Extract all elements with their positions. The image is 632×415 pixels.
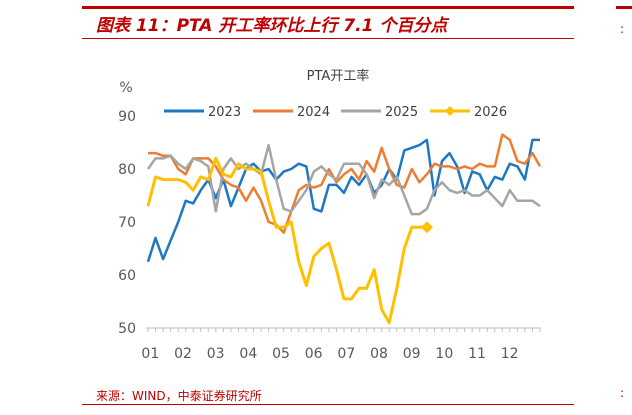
legend-marker-2026 xyxy=(445,106,455,116)
bottom-rule xyxy=(82,404,574,405)
x-axis-tickmarks xyxy=(147,328,541,332)
legend-label-2026: 2026 xyxy=(474,105,507,120)
neighbor-edge-mark-bottom: : xyxy=(620,386,625,400)
x-tick-label: 01 xyxy=(141,346,159,362)
series-end-marker-2026 xyxy=(420,221,433,234)
y-tick-label: 50 xyxy=(118,321,136,337)
x-tick-label: 10 xyxy=(435,346,453,362)
neighbor-edge-mark: : xyxy=(620,22,625,36)
series-line-2025 xyxy=(146,143,541,216)
x-tick-label: 07 xyxy=(337,346,355,362)
x-tick-label: 05 xyxy=(272,346,290,362)
series-line-2026 xyxy=(146,156,427,325)
x-tick-label: 09 xyxy=(403,346,421,362)
top-rule xyxy=(82,6,574,9)
y-tick-label: 90 xyxy=(118,109,136,125)
x-tick-label: 04 xyxy=(239,346,257,362)
x-tick-label: 06 xyxy=(305,346,323,362)
source-note: 来源：WIND，中泰证券研究所 xyxy=(96,389,262,403)
x-tick-labels: 01 02 03 04 05 06 07 08 09 10 11 12 xyxy=(141,346,518,362)
chart-title: PTA开工率 xyxy=(307,68,370,84)
x-tick-label: 11 xyxy=(468,346,486,362)
legend-label-2024: 2024 xyxy=(297,105,330,120)
y-axis-unit: % xyxy=(119,80,132,96)
legend: 2023 2024 2025 2026 xyxy=(164,105,507,120)
series-group xyxy=(146,133,542,325)
x-tick-label: 12 xyxy=(501,346,519,362)
legend-label-2023: 2023 xyxy=(208,105,241,120)
x-tick-label: 08 xyxy=(370,346,388,362)
x-tick-label: 02 xyxy=(174,346,192,362)
x-tick-label: 03 xyxy=(207,346,225,362)
title-rule xyxy=(82,38,574,39)
y-tick-label: 80 xyxy=(118,162,136,178)
figure-title: 图表 11：PTA 开工率环比上行 7.1 个百分点 xyxy=(96,16,448,36)
legend-label-2025: 2025 xyxy=(385,105,418,120)
y-tick-label: 60 xyxy=(118,268,136,284)
y-tick-labels: 50 60 70 80 90 xyxy=(118,109,136,337)
y-tick-label: 70 xyxy=(118,215,136,231)
neighbor-rule xyxy=(616,6,632,9)
